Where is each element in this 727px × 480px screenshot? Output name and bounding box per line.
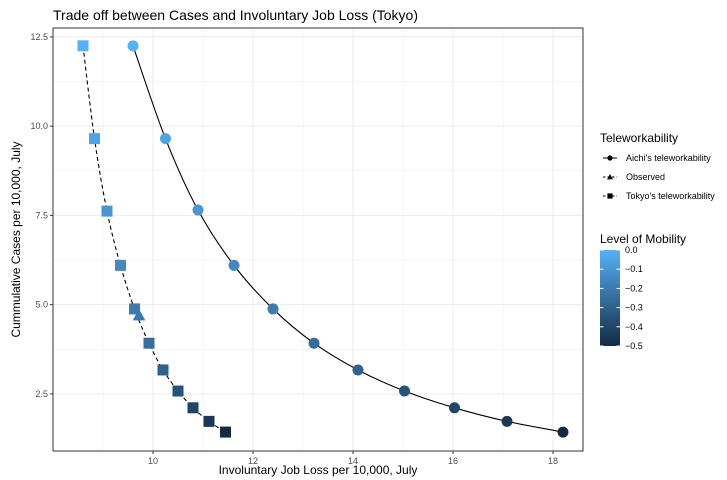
series-line	[132, 45, 564, 433]
teleworkability-legend: Teleworkability Aichi's teleworkability O…	[600, 131, 715, 201]
y-tick-label: 7.5	[35, 210, 48, 220]
data-point-circle	[352, 364, 364, 376]
data-point-square	[203, 415, 215, 427]
legend-label: Observed	[626, 172, 665, 182]
data-point-square	[89, 133, 100, 145]
mobility-legend: Level of Mobility 0.0 −0.1 −0.2 −0.3 −0.4 −0.…	[600, 232, 686, 351]
data-point-circle	[501, 415, 513, 427]
colorbar-tick-label: −0.5	[625, 341, 643, 351]
colorbar-tick-label: −0.1	[625, 264, 643, 274]
data-point-square	[77, 40, 89, 52]
y-axis-title: Cummulative Cases per 10,000, July	[9, 141, 23, 337]
y-tick-label: 10.0	[30, 121, 48, 131]
data-point-square	[101, 205, 113, 217]
data-point-circle	[228, 259, 240, 271]
x-tick-label: 12	[248, 456, 258, 466]
plot-panel	[53, 28, 583, 451]
legend-label: Tokyo's teleworkability	[626, 191, 715, 201]
data-points	[77, 40, 569, 438]
teleworkability-legend-title: Teleworkability	[600, 131, 678, 145]
colorbar-tick-label: 0.0	[625, 245, 638, 255]
data-point-circle	[160, 133, 171, 145]
y-tick-label: 5.0	[35, 300, 48, 310]
colorbar-tick-label: −0.4	[625, 322, 643, 332]
chart-title: Trade off between Cases and Involuntary …	[53, 7, 418, 23]
data-point-circle	[557, 426, 569, 438]
data-point-square	[143, 337, 155, 349]
data-point-triangle	[132, 309, 146, 321]
plot-panel-border	[52, 27, 584, 452]
x-axis-title: Involuntary Job Loss per 10,000, July	[219, 463, 418, 477]
data-point-square	[129, 303, 140, 315]
data-point-square	[115, 259, 126, 271]
y-tick-label: 12.5	[30, 32, 48, 42]
data-point-circle	[127, 40, 139, 52]
y-tick-label: 2.5	[35, 389, 48, 399]
data-point-circle	[267, 303, 279, 315]
data-point-circle	[308, 337, 320, 349]
data-point-circle	[192, 204, 204, 216]
mobility-legend-title: Level of Mobility	[600, 232, 686, 246]
legend-key-marker	[607, 174, 613, 180]
data-point-circle	[449, 402, 460, 414]
x-tick-label: 18	[548, 456, 558, 466]
colorbar-tick-label: −0.3	[625, 303, 643, 313]
y-axis: 2.5 5.0 7.5 10.0 12.5	[30, 32, 53, 399]
x-tick-label: 14	[348, 456, 358, 466]
x-tick-label: 16	[448, 456, 458, 466]
x-tick-label: 10	[148, 456, 158, 466]
data-point-square	[187, 402, 199, 414]
data-point-square	[157, 364, 169, 376]
legend-key-marker	[607, 155, 613, 161]
mobility-colorbar	[600, 250, 620, 346]
legend-key-marker	[607, 193, 613, 199]
gridlines	[53, 28, 583, 451]
colorbar-tick-label: −0.2	[625, 283, 643, 293]
x-axis: 10 12 14 16 18	[148, 451, 558, 466]
legend-label: Aichi's teleworkability	[626, 153, 711, 163]
data-point-circle	[399, 385, 410, 397]
data-point-square	[220, 426, 231, 438]
data-point-square	[172, 385, 184, 397]
